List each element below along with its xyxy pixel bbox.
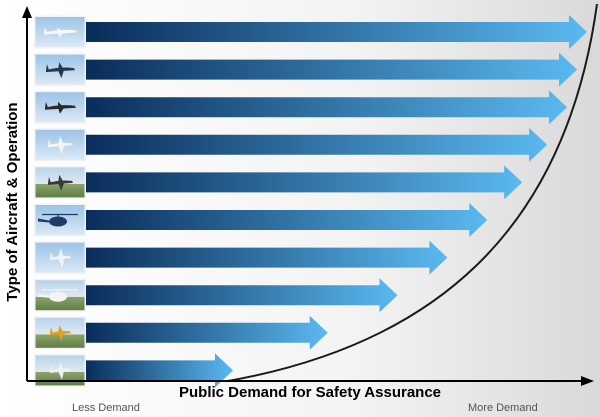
- demand-arrow: [86, 52, 578, 87]
- more-demand-label: More Demand: [468, 402, 538, 414]
- light-twin-icon: [34, 165, 86, 199]
- light-aircraft-icon: [34, 241, 86, 275]
- helicopter-icon: [34, 203, 86, 237]
- demand-arrow: [86, 353, 233, 388]
- demand-arrow: [86, 165, 523, 200]
- firefighting-aircraft-icon: [34, 316, 86, 350]
- axes: [22, 6, 594, 386]
- demand-arrow: [86, 203, 488, 237]
- demand-arrow: [86, 15, 587, 49]
- turboprop-airliner-icon: [34, 53, 86, 87]
- demand-arrow: [86, 90, 568, 125]
- demand-curve: [227, 3, 598, 382]
- aerial-work-helicopter-icon: [34, 278, 86, 312]
- demand-arrow: [86, 240, 448, 275]
- cargo-jet-icon: [34, 90, 86, 124]
- y-axis-title: Type of Aircraft & Operation: [4, 102, 21, 302]
- x-axis-title: Public Demand for Safety Assurance: [178, 384, 442, 401]
- x-axis-arrowhead: [581, 376, 594, 386]
- demand-arrow: [86, 278, 398, 313]
- demand-arrow: [86, 315, 328, 350]
- business-jet-icon: [34, 128, 86, 162]
- airliner-icon: [34, 15, 86, 49]
- demand-arrow: [86, 127, 548, 162]
- less-demand-label: Less Demand: [72, 402, 140, 414]
- y-axis-arrowhead: [22, 6, 32, 18]
